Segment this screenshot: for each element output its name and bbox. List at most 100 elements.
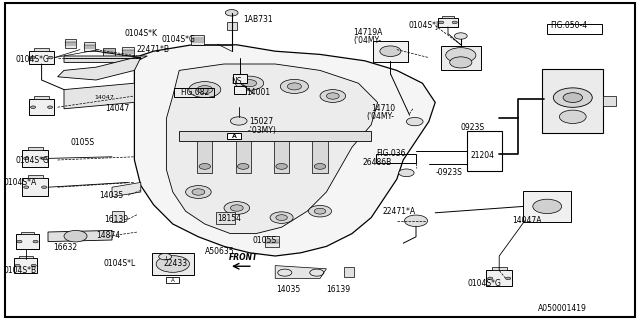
Text: 0104S*G: 0104S*G — [16, 156, 50, 164]
Bar — [376, 154, 416, 163]
Bar — [179, 131, 371, 141]
Text: 14047A: 14047A — [512, 216, 541, 225]
Bar — [122, 47, 134, 56]
Circle shape — [64, 230, 87, 242]
Bar — [65, 39, 76, 48]
Text: 14719A: 14719A — [353, 28, 383, 36]
Bar — [29, 99, 54, 115]
Circle shape — [563, 93, 582, 102]
Circle shape — [189, 82, 221, 98]
Text: 18154: 18154 — [218, 214, 242, 223]
Bar — [14, 259, 37, 273]
Bar — [372, 41, 408, 61]
Bar — [35, 96, 49, 99]
Text: 14874: 14874 — [96, 231, 120, 240]
Polygon shape — [275, 266, 326, 278]
Bar — [227, 133, 241, 139]
Bar — [29, 51, 54, 64]
Circle shape — [506, 277, 511, 280]
Circle shape — [445, 48, 476, 63]
Bar — [28, 147, 43, 150]
Text: 14001: 14001 — [246, 88, 271, 97]
Text: A: A — [171, 278, 175, 283]
Circle shape — [280, 79, 308, 93]
Text: -0923S: -0923S — [435, 168, 462, 177]
Polygon shape — [58, 58, 141, 80]
Text: 0104S*J: 0104S*J — [408, 21, 438, 30]
Circle shape — [380, 46, 401, 56]
Text: A050001419: A050001419 — [538, 304, 586, 313]
Bar — [312, 141, 328, 173]
Text: 0104S*G: 0104S*G — [16, 55, 50, 64]
Text: 0104S*G: 0104S*G — [161, 35, 195, 44]
Circle shape — [230, 117, 247, 125]
Circle shape — [452, 21, 457, 24]
Bar — [152, 253, 193, 275]
Circle shape — [15, 264, 20, 267]
Text: A: A — [232, 133, 237, 139]
Circle shape — [31, 106, 36, 108]
Text: 14047: 14047 — [106, 104, 130, 113]
Text: 0105S: 0105S — [253, 236, 277, 245]
Text: 16632: 16632 — [53, 244, 77, 252]
Text: 16139: 16139 — [326, 285, 351, 294]
Text: FRONT: FRONT — [228, 253, 258, 262]
Circle shape — [404, 215, 428, 227]
Bar — [20, 232, 35, 234]
Text: 1AB731: 1AB731 — [243, 15, 273, 24]
Circle shape — [230, 205, 243, 211]
Bar — [233, 74, 247, 83]
Text: 22433: 22433 — [163, 260, 188, 268]
Polygon shape — [48, 230, 112, 242]
Circle shape — [236, 76, 264, 90]
Circle shape — [314, 208, 326, 214]
Polygon shape — [112, 182, 141, 197]
Circle shape — [320, 90, 346, 102]
Bar — [442, 16, 454, 18]
Circle shape — [42, 186, 47, 188]
Text: 0104S*L: 0104S*L — [104, 260, 136, 268]
Circle shape — [270, 212, 293, 223]
Bar — [22, 179, 48, 196]
Text: 22471*A: 22471*A — [383, 207, 416, 216]
Text: 14035: 14035 — [99, 191, 124, 200]
Text: FIG.050-4: FIG.050-4 — [550, 21, 588, 30]
Circle shape — [48, 56, 53, 59]
Circle shape — [42, 157, 47, 160]
Bar — [34, 48, 49, 51]
Circle shape — [488, 277, 493, 280]
Text: NS: NS — [232, 77, 242, 86]
Bar — [524, 191, 572, 222]
Text: 16139: 16139 — [104, 215, 129, 224]
Bar — [344, 267, 354, 277]
Bar — [236, 141, 251, 173]
Circle shape — [159, 253, 172, 260]
Polygon shape — [64, 56, 147, 62]
Circle shape — [276, 164, 287, 169]
Circle shape — [156, 256, 189, 272]
Text: A50635: A50635 — [205, 247, 234, 256]
Text: 15027: 15027 — [250, 117, 274, 126]
Text: 14047: 14047 — [95, 95, 115, 100]
Circle shape — [559, 110, 586, 124]
Text: 14710: 14710 — [371, 104, 396, 113]
Circle shape — [47, 106, 52, 108]
Bar — [234, 86, 246, 93]
Circle shape — [326, 93, 339, 99]
Bar — [543, 69, 603, 133]
Circle shape — [243, 80, 257, 87]
Text: FIG.036: FIG.036 — [376, 149, 406, 158]
Circle shape — [24, 186, 29, 188]
Text: 26486B: 26486B — [363, 158, 392, 167]
Circle shape — [237, 164, 249, 169]
Bar — [486, 270, 512, 286]
Bar — [16, 234, 39, 249]
Circle shape — [454, 33, 467, 39]
Circle shape — [439, 21, 444, 24]
Text: ('04MY-: ('04MY- — [367, 112, 395, 121]
Bar — [265, 236, 279, 247]
Bar — [604, 96, 616, 106]
Circle shape — [406, 117, 423, 126]
Bar — [274, 141, 289, 173]
Circle shape — [30, 56, 35, 59]
